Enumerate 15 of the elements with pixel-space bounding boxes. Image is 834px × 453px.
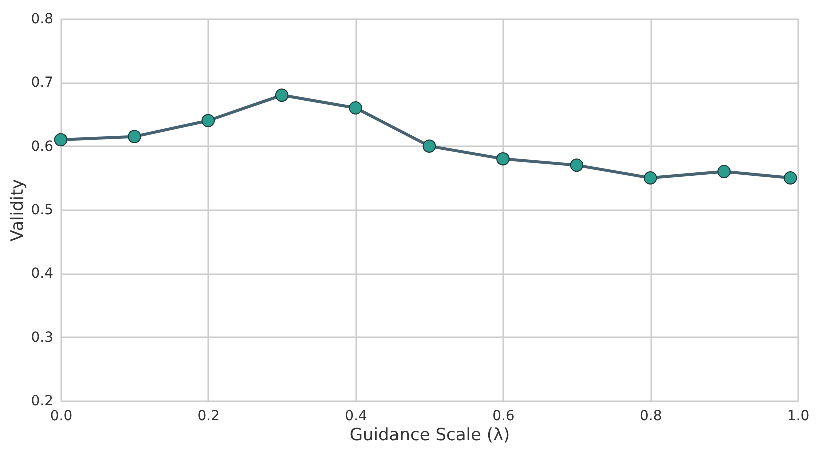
y-tick-label: 0.4 [31,266,54,282]
x-tick-label: 0.8 [640,408,662,424]
y-tick-label: 0.3 [31,330,54,346]
y-axis-title: Validity [8,179,28,242]
x-tick-label: 0.6 [492,408,515,424]
y-tick-label: 0.8 [31,12,54,28]
x-tick-label: 0.0 [50,408,73,424]
x-tick-label: 0.4 [345,408,368,424]
x-tick-label: 0.2 [198,408,220,424]
y-tick-label: 0.5 [31,202,54,218]
y-tick-label: 0.2 [31,394,54,410]
y-tick-label: 0.7 [31,75,54,92]
y-tick-label: 0.6 [31,138,54,155]
x-axis-title: Guidance Scale (λ) [350,426,510,446]
x-tick-label: 1.0 [787,408,810,424]
